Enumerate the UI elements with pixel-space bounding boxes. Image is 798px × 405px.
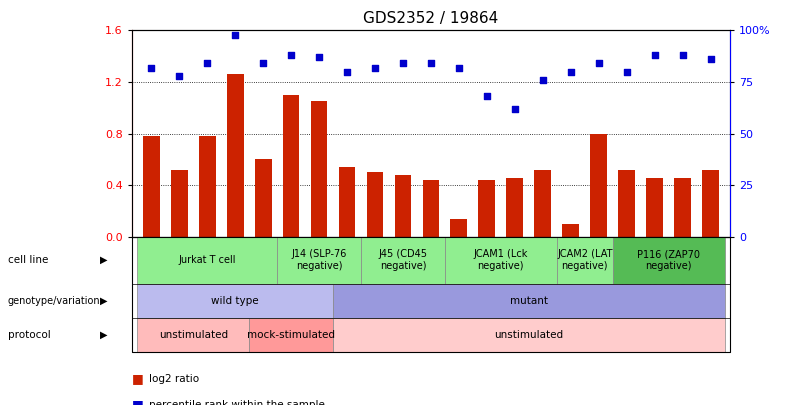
Point <box>592 60 605 67</box>
Bar <box>199 136 215 237</box>
Point <box>201 60 214 67</box>
Point <box>173 72 186 79</box>
Point <box>145 64 158 71</box>
Point <box>369 64 381 71</box>
Bar <box>702 170 719 237</box>
Text: ▶: ▶ <box>100 330 107 340</box>
Bar <box>143 136 160 237</box>
Bar <box>674 177 691 237</box>
Bar <box>366 173 383 237</box>
Point <box>229 31 242 38</box>
Text: wild type: wild type <box>211 296 259 306</box>
Text: ■: ■ <box>132 372 144 385</box>
Text: unstimulated: unstimulated <box>494 330 563 340</box>
Text: cell line: cell line <box>8 255 49 265</box>
Point <box>397 60 409 67</box>
Bar <box>227 74 243 237</box>
Text: unstimulated: unstimulated <box>159 330 227 340</box>
Point <box>341 68 354 75</box>
Text: log2 ratio: log2 ratio <box>149 374 200 384</box>
Bar <box>618 170 635 237</box>
Text: P116 (ZAP70
negative): P116 (ZAP70 negative) <box>637 249 700 271</box>
Text: JCAM2 (LAT
negative): JCAM2 (LAT negative) <box>557 249 613 271</box>
Bar <box>282 95 299 237</box>
Bar <box>422 180 440 237</box>
Point <box>564 68 577 75</box>
Point <box>536 77 549 83</box>
Text: mutant: mutant <box>510 296 547 306</box>
Bar <box>591 134 607 237</box>
Bar <box>563 224 579 237</box>
Point <box>704 56 717 62</box>
Text: ▶: ▶ <box>100 296 107 306</box>
Point <box>480 93 493 100</box>
Text: Jurkat T cell: Jurkat T cell <box>179 255 236 265</box>
Point <box>285 52 298 58</box>
Point <box>257 60 270 67</box>
Bar <box>171 170 188 237</box>
Bar <box>255 160 271 237</box>
Text: GDS2352 / 19864: GDS2352 / 19864 <box>363 11 499 26</box>
Point <box>508 106 521 112</box>
Bar <box>338 167 355 237</box>
Point <box>620 68 633 75</box>
Bar <box>535 170 551 237</box>
Point <box>313 54 326 60</box>
Point <box>452 64 465 71</box>
Point <box>676 52 689 58</box>
Bar <box>310 101 327 237</box>
Text: ■: ■ <box>132 399 144 405</box>
Text: J14 (SLP-76
negative): J14 (SLP-76 negative) <box>291 249 347 271</box>
Text: J45 (CD45
negative): J45 (CD45 negative) <box>378 249 428 271</box>
Bar <box>451 219 468 237</box>
Bar <box>507 177 523 237</box>
Text: protocol: protocol <box>8 330 51 340</box>
Text: JCAM1 (Lck
negative): JCAM1 (Lck negative) <box>474 249 528 271</box>
Text: mock-stimulated: mock-stimulated <box>247 330 335 340</box>
Bar <box>394 175 411 237</box>
Point <box>648 52 661 58</box>
Text: genotype/variation: genotype/variation <box>8 296 101 306</box>
Text: ▶: ▶ <box>100 255 107 265</box>
Point <box>425 60 437 67</box>
Bar <box>646 177 663 237</box>
Text: percentile rank within the sample: percentile rank within the sample <box>149 400 325 405</box>
Bar <box>479 180 496 237</box>
